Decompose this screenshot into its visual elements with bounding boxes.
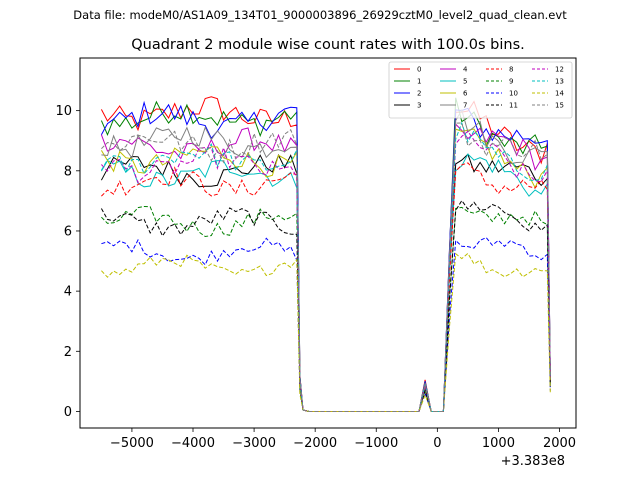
legend-label-15: 15 [555, 102, 564, 110]
x-tick-label: 1000 [482, 436, 515, 451]
x-tick-label: −4000 [171, 436, 215, 451]
legend-label-13: 13 [555, 78, 564, 86]
legend-label-8: 8 [509, 66, 513, 74]
y-tick-label: 10 [55, 104, 72, 119]
y-tick-label: 8 [64, 164, 72, 179]
series-line-15 [101, 122, 551, 412]
x-tick-label: 0 [433, 436, 441, 451]
legend-label-4: 4 [463, 66, 468, 74]
legend-label-11: 11 [509, 102, 518, 110]
legend-label-9: 9 [509, 78, 513, 86]
y-tick-label: 2 [64, 345, 72, 360]
legend-label-7: 7 [463, 102, 467, 110]
legend-label-1: 1 [417, 78, 421, 86]
y-axis: 0 2 4 6 8 10 [55, 104, 80, 420]
legend-label-3: 3 [417, 102, 421, 110]
x-tick-label: −2000 [293, 436, 337, 451]
legend-label-2: 2 [417, 90, 421, 98]
legend-label-6: 6 [463, 90, 468, 98]
series-line-8 [101, 162, 551, 412]
figure-suptitle: Data file: modeM0/AS1A09_134T01_90000038… [73, 8, 567, 22]
x-offset-label: +3.383e8 [501, 454, 565, 469]
y-tick-label: 4 [64, 285, 72, 300]
chart-title: Quadrant 2 module wise count rates with … [131, 37, 525, 53]
plot-series-group [100, 96, 551, 412]
x-tick-label: 2000 [543, 436, 576, 451]
plot-frame [79, 57, 577, 429]
series-line-12 [101, 130, 551, 412]
legend-label-10: 10 [509, 90, 518, 98]
legend-box [388, 61, 573, 119]
legend-label-5: 5 [463, 78, 467, 86]
x-axis: −5000 −4000 −3000 −2000 −1000 0 1000 2000 [110, 428, 576, 451]
series-line-9 [101, 205, 551, 412]
x-tick-label: −5000 [110, 436, 154, 451]
legend-label-0: 0 [417, 66, 421, 74]
y-tick-label: 6 [64, 224, 72, 239]
x-tick-label: −3000 [232, 436, 276, 451]
y-tick-label: 0 [64, 405, 72, 420]
legend-label-14: 14 [555, 90, 564, 98]
x-tick-label: −1000 [354, 436, 398, 451]
legend-label-12: 12 [555, 66, 564, 74]
